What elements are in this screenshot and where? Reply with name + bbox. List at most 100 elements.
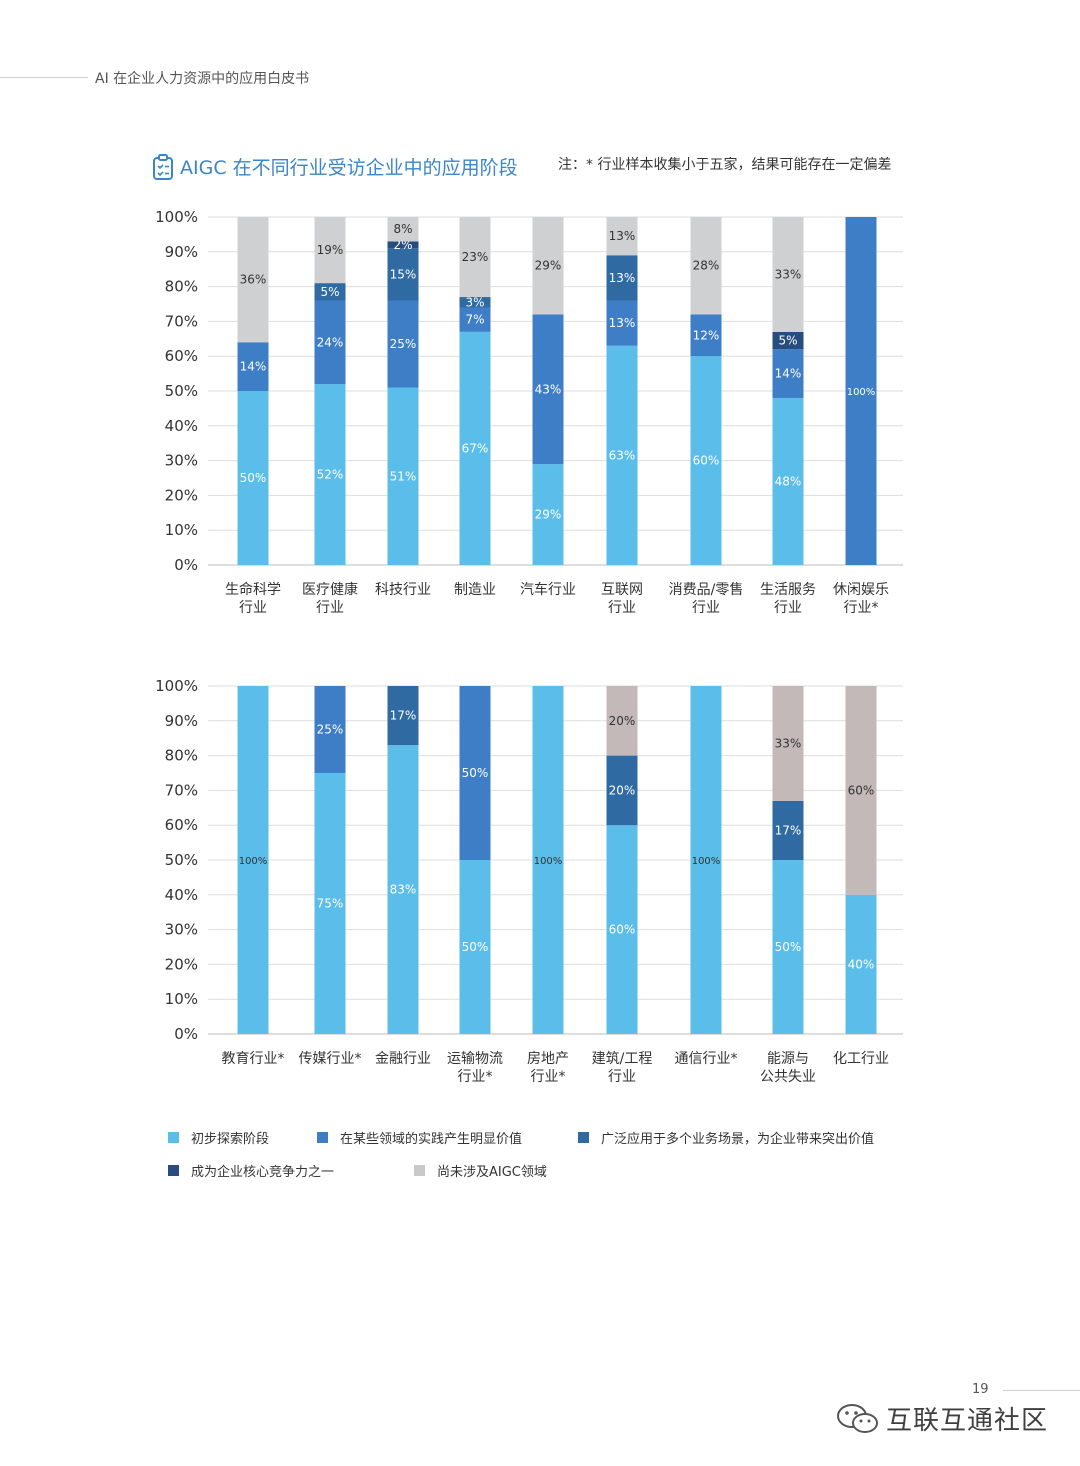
data-label: 60% bbox=[693, 454, 720, 468]
bar-segment-s5 bbox=[532, 217, 564, 315]
data-label: 51% bbox=[390, 469, 417, 483]
category-label: 休闲娱乐 bbox=[833, 582, 889, 598]
data-label: 60% bbox=[609, 923, 636, 937]
wechat-icon bbox=[837, 1403, 878, 1433]
category-label: 生活服务 bbox=[760, 582, 816, 598]
bar-segment-s1 bbox=[237, 686, 269, 1034]
legend-swatch bbox=[168, 1165, 179, 1176]
data-label: 20% bbox=[609, 783, 636, 797]
data-label: 24% bbox=[317, 335, 344, 349]
legend-item-s2: 在某些领域的实践产生明显价值 bbox=[317, 1128, 522, 1147]
bar-segment-s5 bbox=[314, 217, 346, 284]
bar-segment-s4 bbox=[772, 331, 804, 350]
data-label: 33% bbox=[775, 736, 802, 750]
category-label: 房地产 bbox=[527, 1051, 569, 1067]
legend-swatch bbox=[317, 1132, 328, 1143]
stacked-bar-chart-2: 0% 10% 20% 30% 40% 50% 60% 70% 80% 90% 100% 100% 75%… bbox=[155, 677, 903, 1085]
data-label: 50% bbox=[775, 940, 802, 954]
bar-segment-s5 bbox=[387, 217, 419, 242]
legend-item-s4: 成为企业核心竞争力之一 bbox=[168, 1161, 334, 1180]
bar-segment-s1 bbox=[845, 894, 877, 1034]
bar-segment-s1 bbox=[772, 860, 804, 1034]
y-tick-label: 90% bbox=[165, 243, 198, 261]
legend-item-s3: 广泛应用于多个业务场景，为企业带来突出价值 bbox=[578, 1128, 874, 1147]
legend-swatch bbox=[578, 1132, 589, 1143]
y-tick-label: 0% bbox=[174, 1025, 198, 1043]
bar-segment-s2 bbox=[237, 342, 269, 391]
y-tick-label: 10% bbox=[165, 521, 198, 539]
category-label: 教育行业* bbox=[222, 1051, 285, 1067]
category-label: 公共失业 bbox=[760, 1069, 816, 1085]
bar-segment-s2 bbox=[314, 300, 346, 385]
data-label: 3% bbox=[465, 295, 484, 309]
y-tick-label: 20% bbox=[165, 955, 198, 973]
data-label: 7% bbox=[465, 313, 484, 327]
category-label: 汽车行业 bbox=[520, 581, 576, 598]
y-tick-label: 70% bbox=[165, 312, 198, 330]
bar-segment-s2 bbox=[845, 217, 877, 565]
bar-segment-s1 bbox=[606, 825, 638, 1034]
category-label: 行业 bbox=[608, 600, 636, 616]
y-tick-label: 0% bbox=[174, 556, 198, 574]
data-label: 100% bbox=[847, 387, 876, 398]
y-tick-label: 10% bbox=[165, 990, 198, 1008]
bar-segment-s5 bbox=[237, 217, 269, 343]
data-label: 29% bbox=[535, 259, 562, 273]
data-label: 40% bbox=[848, 957, 875, 971]
y-tick-label: 30% bbox=[165, 452, 198, 470]
page-number: 19 bbox=[972, 1382, 989, 1397]
bar-segment-s3 bbox=[606, 255, 638, 301]
legend-item-s5: 尚未涉及AIGC领域 bbox=[414, 1161, 547, 1180]
category-label: 互联网 bbox=[601, 582, 643, 598]
clipboard-icon bbox=[153, 154, 173, 180]
bar-segment-s5 bbox=[606, 217, 638, 256]
bar-segment-s2 bbox=[459, 307, 491, 332]
category-label: 医疗健康 bbox=[302, 581, 358, 598]
category-label: 行业 bbox=[608, 1069, 636, 1085]
y-tick-label: 90% bbox=[165, 712, 198, 730]
bar-segment-s1 bbox=[459, 331, 491, 565]
y-tick-label: 40% bbox=[165, 886, 198, 904]
data-label: 100% bbox=[692, 856, 721, 867]
category-label: 行业 bbox=[774, 600, 802, 616]
y-tick-label: 30% bbox=[165, 921, 198, 939]
bar-segment-s4 bbox=[387, 241, 419, 249]
data-label: 19% bbox=[317, 243, 344, 257]
data-label: 50% bbox=[462, 766, 489, 780]
data-label: 60% bbox=[848, 783, 875, 797]
data-label: 50% bbox=[240, 471, 267, 485]
bar-segment-s3 bbox=[459, 297, 491, 308]
data-label: 33% bbox=[775, 267, 802, 281]
data-label: 100% bbox=[239, 856, 268, 867]
bar-segment-s2 bbox=[314, 686, 346, 773]
y-tick-label: 20% bbox=[165, 486, 198, 504]
category-label: 建筑/工程 bbox=[592, 1051, 653, 1067]
bar-segment-s2 bbox=[532, 314, 564, 465]
legend-label: 在某些领域的实践产生明显价值 bbox=[340, 1132, 523, 1147]
bar-segment-s1 bbox=[532, 464, 564, 565]
y-tick-label: 40% bbox=[165, 417, 198, 435]
data-label: 28% bbox=[693, 259, 720, 273]
bar-segment-s3 bbox=[606, 755, 638, 826]
bar-segment-s1 bbox=[772, 397, 804, 565]
data-label: 13% bbox=[609, 271, 636, 285]
data-label: 12% bbox=[693, 328, 720, 342]
bar-segment-s2 bbox=[459, 686, 491, 860]
y-tick-label: 60% bbox=[165, 347, 198, 365]
category-label: 行业 bbox=[239, 600, 267, 616]
data-label: 8% bbox=[393, 222, 412, 236]
data-label: 20% bbox=[609, 714, 636, 728]
category-label: 传媒行业* bbox=[299, 1051, 362, 1067]
legend-label: 尚未涉及AIGC领域 bbox=[437, 1165, 547, 1180]
bar-segment-s1 bbox=[387, 387, 419, 565]
data-label: 15% bbox=[390, 267, 417, 281]
bar-segment-s5b bbox=[606, 686, 638, 756]
stacked-bar-chart-1: 0% 10% 20% 30% 40% 50% 60% 70% 80% 90% 100% 50% 14% 3… bbox=[155, 208, 903, 616]
data-label: 5% bbox=[778, 334, 797, 348]
data-label: 100% bbox=[534, 856, 563, 867]
category-label: 能源与 bbox=[767, 1051, 809, 1067]
y-tick-label: 80% bbox=[165, 278, 198, 296]
data-label: 13% bbox=[609, 229, 636, 243]
data-label: 25% bbox=[317, 723, 344, 737]
data-label: 50% bbox=[462, 940, 489, 954]
